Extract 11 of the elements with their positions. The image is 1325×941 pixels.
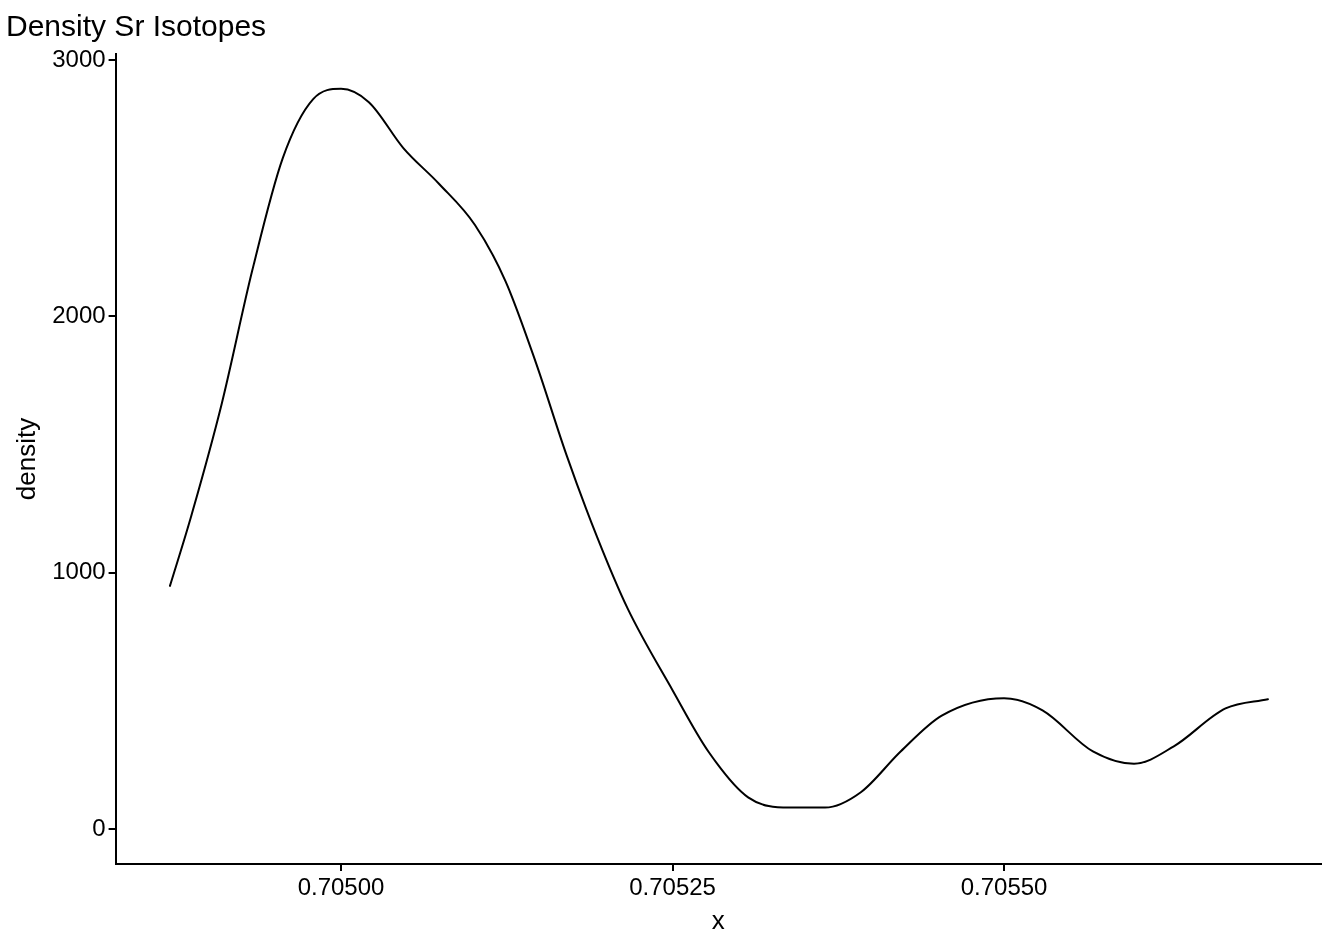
chart-title: Density Sr Isotopes [6,9,267,43]
y-tick-label: 2000 [52,301,106,329]
x-tick-label: 0.70500 [297,873,385,901]
x-tick-label: 0.70550 [960,873,1048,901]
x-axis-title: x [711,904,725,935]
x-tick-label: 0.70525 [629,873,716,901]
y-tick-label: 0 [92,813,106,841]
y-axis-title: density [10,417,41,501]
y-tick-label: 1000 [52,557,106,585]
line-series [168,87,1269,809]
y-tick-label: 3000 [52,44,106,72]
